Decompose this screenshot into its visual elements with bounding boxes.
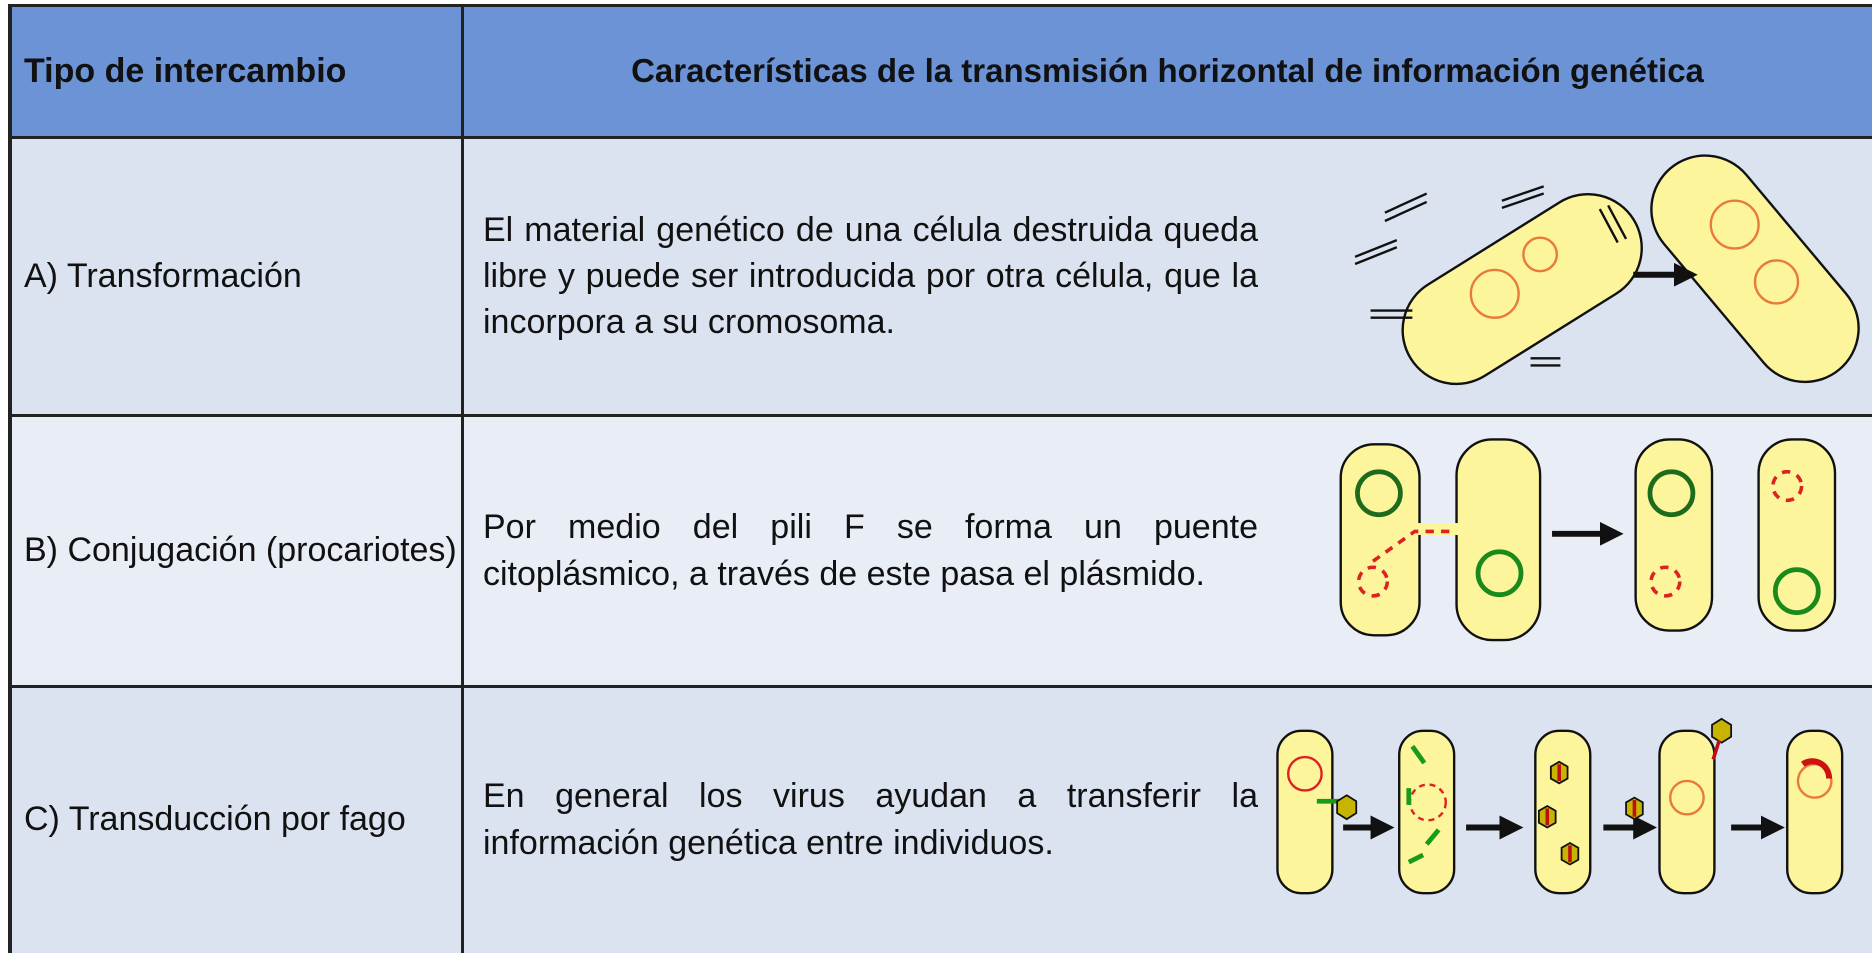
desc-text: El material genético de una célula destr… bbox=[483, 210, 1258, 342]
header-text: Tipo de intercambio bbox=[24, 52, 347, 91]
row-type: B) Conjugación (procariotes) bbox=[10, 415, 463, 686]
border bbox=[8, 6, 12, 953]
type-text: A) Transformación bbox=[24, 256, 302, 295]
desc-text: En general los virus ayudan a transferir… bbox=[483, 777, 1258, 862]
type-text: C) Transducción por fago bbox=[24, 800, 406, 839]
header-text: Características de la transmisión horizo… bbox=[631, 52, 1704, 90]
header-col1: Tipo de intercambio bbox=[10, 6, 463, 137]
desc-text: Por medio del pili F se forma un puente … bbox=[483, 508, 1258, 593]
row-type: A) Transformación bbox=[10, 137, 463, 415]
row-type: C) Transducción por fago bbox=[10, 686, 463, 953]
border bbox=[8, 4, 1872, 7]
type-text: B) Conjugación (procariotes) bbox=[24, 531, 457, 570]
border bbox=[8, 414, 1872, 417]
border bbox=[8, 136, 1872, 139]
border bbox=[8, 685, 1872, 688]
border bbox=[461, 6, 464, 953]
header-col2: Características de la transmisión horizo… bbox=[463, 6, 1872, 137]
